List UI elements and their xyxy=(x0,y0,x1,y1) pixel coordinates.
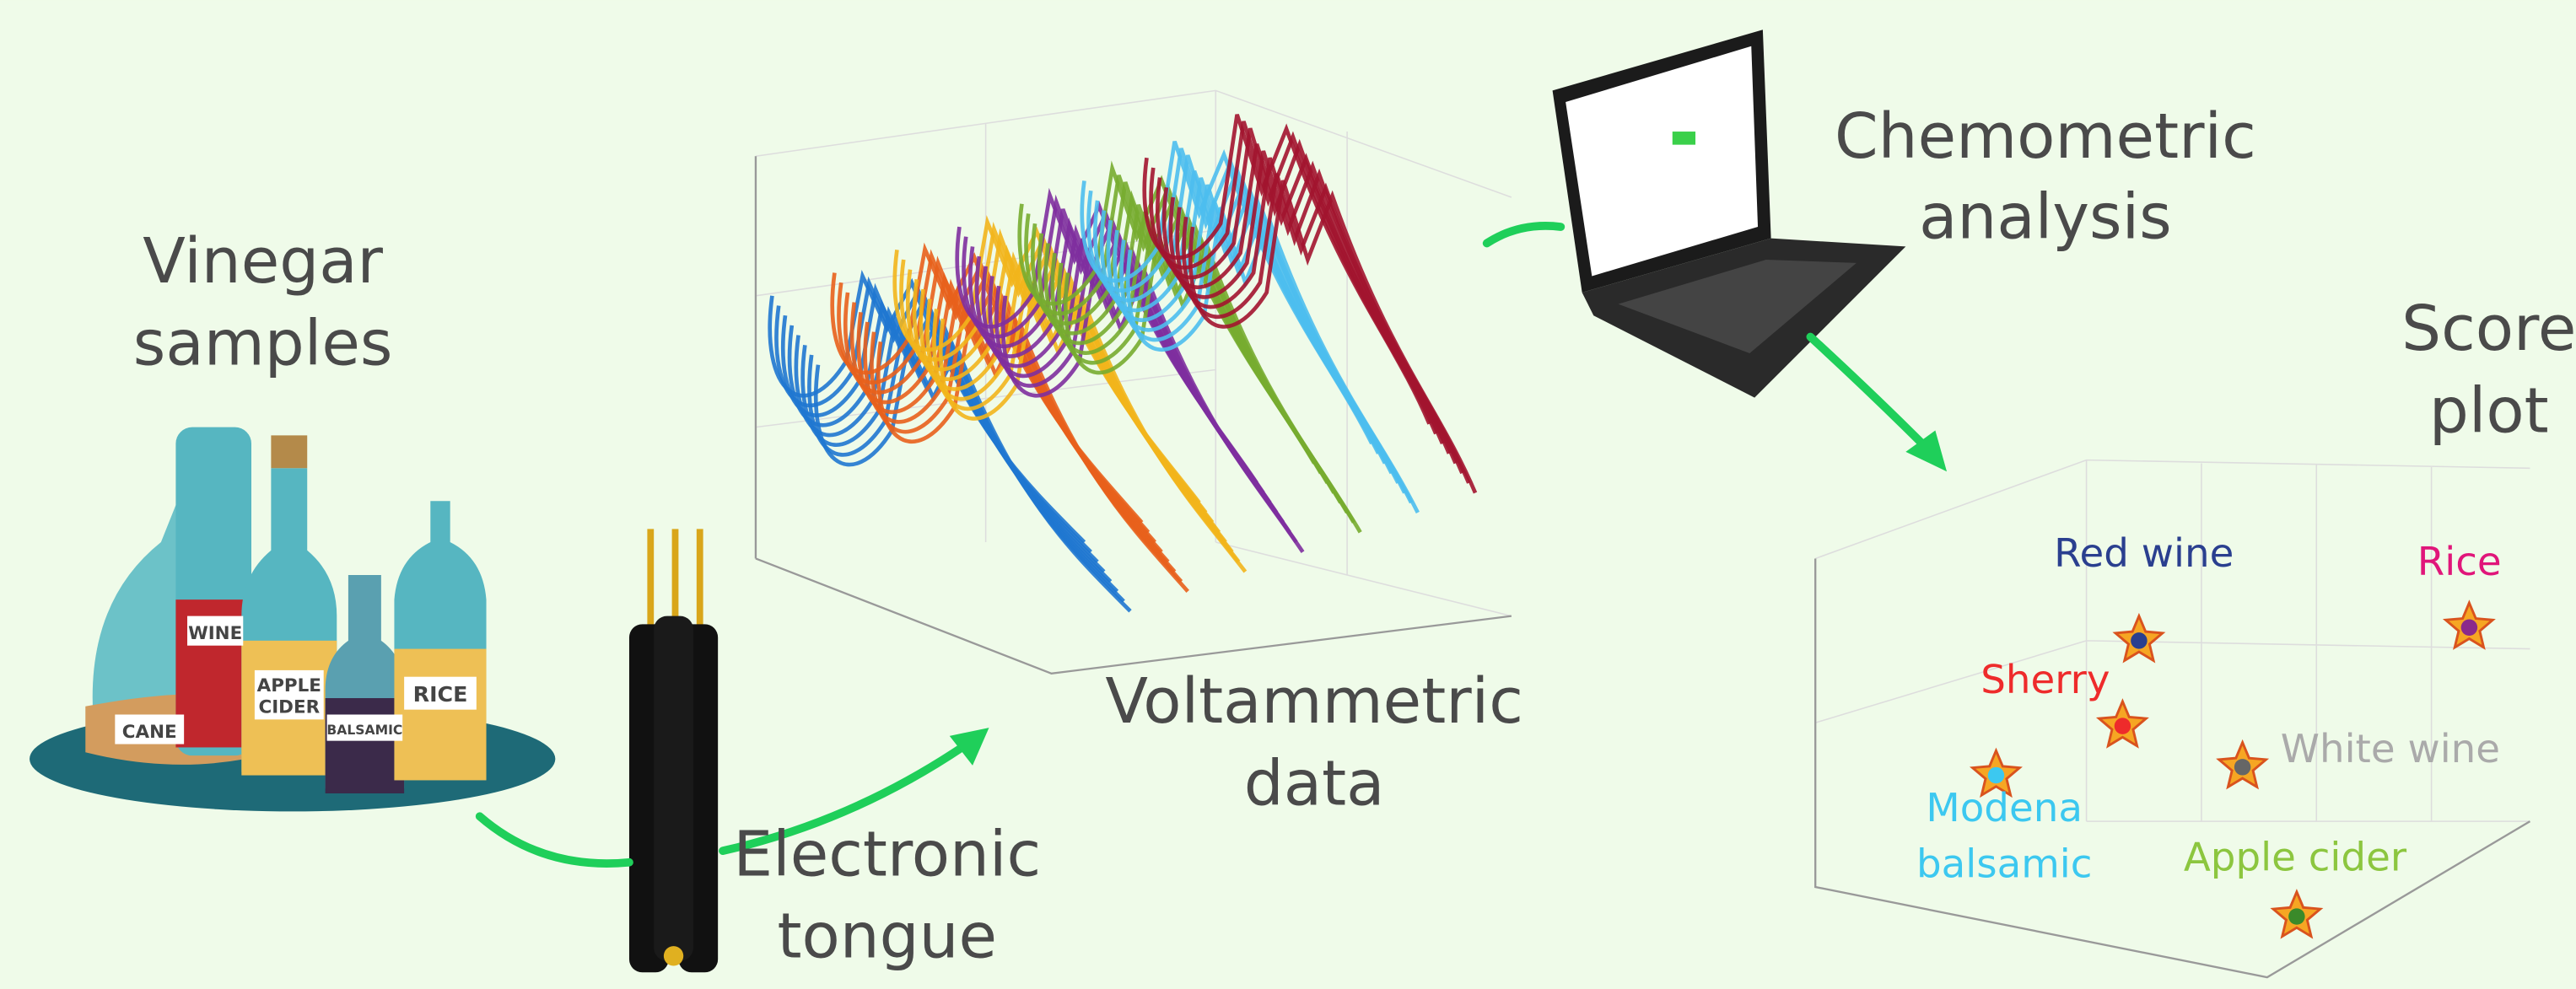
step-label: tongue xyxy=(777,900,997,973)
step-label: Voltammetric xyxy=(1105,665,1522,738)
group-label: balsamic xyxy=(1916,841,2092,887)
step-label: data xyxy=(1244,748,1385,820)
bottle-label: CIDER xyxy=(259,697,321,718)
step-label: analysis xyxy=(1919,181,2172,254)
group-label: Rice xyxy=(2417,540,2502,585)
cork xyxy=(271,435,307,468)
sample-marker xyxy=(2131,632,2147,648)
bottle-liquid xyxy=(326,698,404,793)
diagram: Vinegar samples CANE WINE APPLE CIDER BA… xyxy=(0,0,2576,989)
wire xyxy=(697,529,703,636)
step-label: plot xyxy=(2429,374,2549,447)
electrode xyxy=(654,616,693,961)
bottle-label: CANE xyxy=(122,722,177,743)
bottle-label: RICE xyxy=(413,681,468,707)
sample-marker xyxy=(2288,908,2304,924)
sample-marker xyxy=(1988,767,2004,783)
step-label: Score xyxy=(2401,293,2576,365)
sample-marker xyxy=(2461,620,2477,636)
sample-marker xyxy=(2234,759,2250,775)
group-label: Apple cider xyxy=(2184,836,2407,881)
laptop-icon xyxy=(1673,132,1695,145)
group-label: Modena xyxy=(1926,786,2083,831)
group-label: White wine xyxy=(2281,727,2500,772)
electrode-tip xyxy=(664,946,683,965)
group-label: Red wine xyxy=(2054,531,2234,577)
step-label: Vinegar xyxy=(143,225,383,298)
bottle-label: APPLE xyxy=(257,675,321,696)
step-label: samples xyxy=(133,308,393,380)
sample-marker xyxy=(2115,718,2131,734)
bottle-label: BALSAMIC xyxy=(326,723,402,738)
step-label: Chemometric xyxy=(1835,100,2256,173)
step-label: Electronic xyxy=(733,818,1041,890)
wire xyxy=(647,529,654,636)
bottle-liquid xyxy=(394,649,486,781)
group-label: Sherry xyxy=(1981,658,2110,703)
bottle-label: WINE xyxy=(188,623,242,644)
